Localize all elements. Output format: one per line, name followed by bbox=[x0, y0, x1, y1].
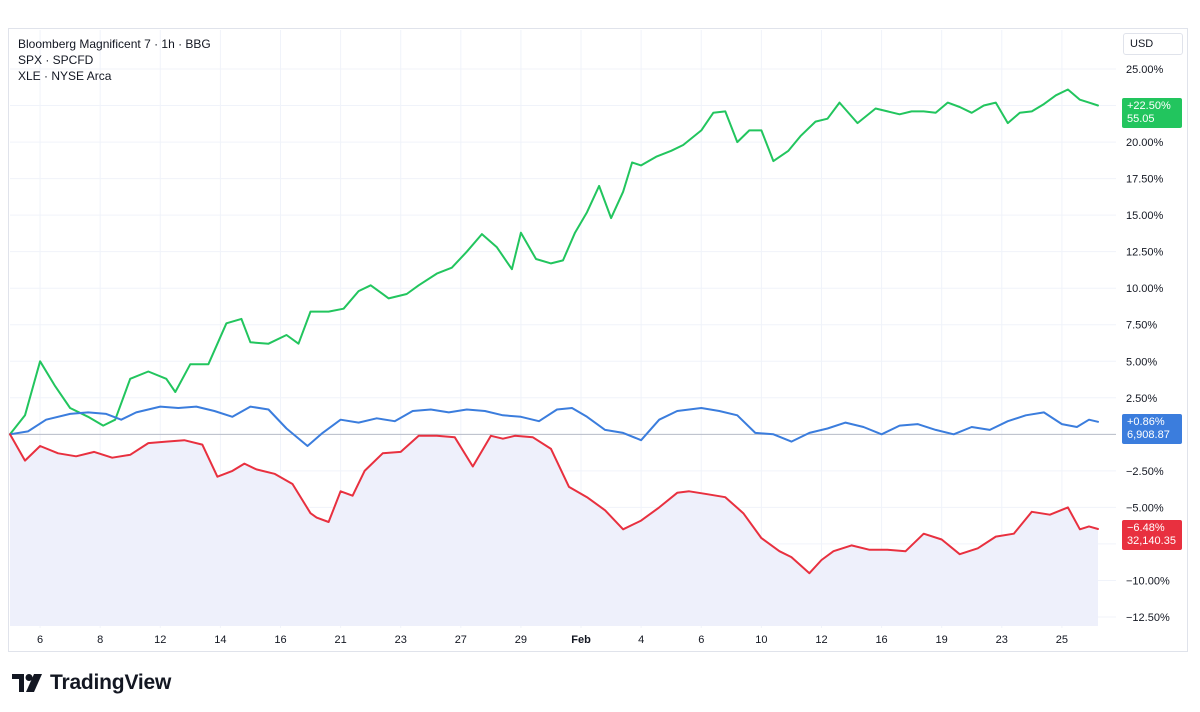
x-tick-label: Feb bbox=[571, 634, 591, 646]
tradingview-brand[interactable]: TradingView bbox=[12, 670, 171, 696]
x-tick-label: 21 bbox=[334, 634, 346, 646]
x-tick-label: 25 bbox=[1056, 634, 1068, 646]
mag7-pct: −6.48% bbox=[1127, 522, 1165, 534]
xle-price-tag: +22.50% 55.05 bbox=[1122, 98, 1182, 128]
x-tick-label: 6 bbox=[698, 634, 704, 646]
x-tick-label: 12 bbox=[154, 634, 166, 646]
mag7-area-fill bbox=[10, 434, 1098, 626]
legend-spx[interactable]: SPX · SPCFD bbox=[18, 53, 94, 67]
x-tick-label: 16 bbox=[274, 634, 286, 646]
x-tick-label: 23 bbox=[996, 634, 1008, 646]
y-tick-label: −10.00% bbox=[1126, 575, 1170, 587]
brand-name: TradingView bbox=[50, 671, 172, 694]
y-tick-label: −5.00% bbox=[1126, 502, 1164, 514]
x-tick-label: 10 bbox=[755, 634, 767, 646]
legend-mag7[interactable]: Bloomberg Magnificent 7 · 1h · BBG bbox=[18, 37, 211, 51]
tradingview-logo-icon bbox=[12, 674, 42, 692]
x-tick-label: 8 bbox=[97, 634, 103, 646]
y-tick-label: 12.50% bbox=[1126, 247, 1164, 259]
xle-price: 55.05 bbox=[1127, 113, 1155, 125]
xle-pct: +22.50% bbox=[1127, 100, 1171, 112]
x-tick-label: 29 bbox=[515, 634, 527, 646]
y-tick-label: 2.50% bbox=[1126, 393, 1157, 405]
x-tick-label: 23 bbox=[395, 634, 407, 646]
y-tick-label: 15.00% bbox=[1126, 210, 1164, 222]
legend-xle[interactable]: XLE · NYSE Arca bbox=[18, 69, 112, 83]
y-tick-label: 7.50% bbox=[1126, 320, 1157, 332]
x-tick-label: 14 bbox=[214, 634, 226, 646]
series-lines bbox=[9, 88, 1099, 575]
spx-pct: +0.86% bbox=[1127, 416, 1165, 428]
y-tick-label: 20.00% bbox=[1126, 137, 1164, 149]
x-tick-label: 6 bbox=[37, 634, 43, 646]
x-axis-ticks: 6 8 12 14 16 21 23 27 29 Feb 4 6 10 12 16 19 23 25 bbox=[37, 634, 1068, 646]
y-tick-label: −2.50% bbox=[1126, 466, 1164, 478]
y-tick-label: 10.00% bbox=[1126, 283, 1164, 295]
mag7-price: 32,140.35 bbox=[1127, 535, 1176, 547]
spx-price-tag: +0.86% 6,908.87 bbox=[1122, 414, 1182, 444]
y-tick-label: −12.50% bbox=[1126, 612, 1170, 624]
mag7-series-line bbox=[9, 433, 1099, 575]
y-tick-label: 5.00% bbox=[1126, 356, 1157, 368]
mag7-price-tag: −6.48% 32,140.35 bbox=[1122, 520, 1182, 550]
x-tick-label: 16 bbox=[875, 634, 887, 646]
x-tick-label: 27 bbox=[455, 634, 467, 646]
y-tick-label: 25.00% bbox=[1126, 64, 1164, 76]
currency-button[interactable]: USD bbox=[1123, 33, 1183, 55]
mag7-fill-area bbox=[10, 434, 1098, 626]
xle-series-line bbox=[9, 88, 1099, 436]
chart-frame bbox=[8, 28, 1188, 652]
spx-series-line bbox=[9, 405, 1099, 447]
x-tick-label: 12 bbox=[815, 634, 827, 646]
x-tick-label: 4 bbox=[638, 634, 644, 646]
x-tick-label: 19 bbox=[936, 634, 948, 646]
y-tick-label: 17.50% bbox=[1126, 174, 1164, 186]
spx-price: 6,908.87 bbox=[1127, 429, 1170, 441]
